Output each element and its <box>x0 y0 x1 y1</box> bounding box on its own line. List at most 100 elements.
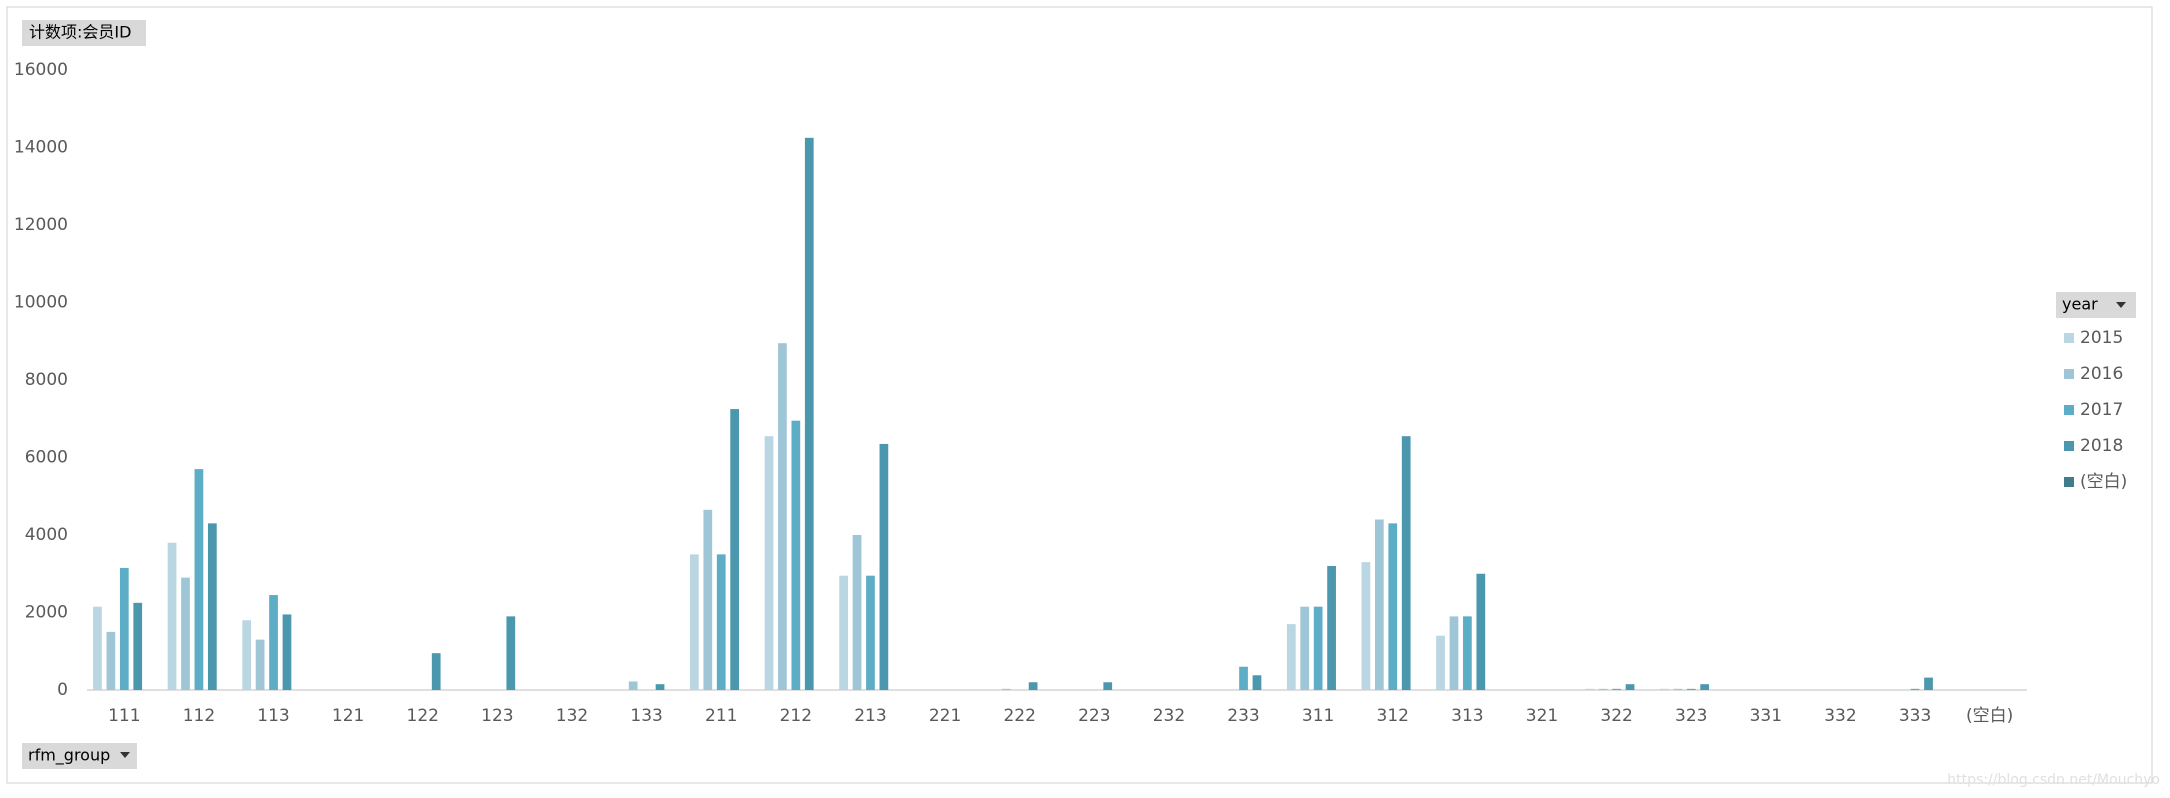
value-field-button[interactable]: 计数项:会员ID <box>22 20 146 46</box>
x-tick-label: 112 <box>183 706 215 726</box>
bar <box>1300 606 1310 690</box>
bar <box>716 554 726 690</box>
x-tick-label: 333 <box>1899 706 1931 726</box>
bar <box>1252 675 1262 690</box>
bar <box>866 575 875 690</box>
bar <box>1361 562 1371 690</box>
legend-field-button[interactable]: year <box>2056 292 2136 318</box>
y-tick-label: 14000 <box>14 138 68 158</box>
x-tick-label: 113 <box>257 706 289 726</box>
bar <box>1660 688 1669 690</box>
dropdown-arrow <box>120 752 130 758</box>
bar <box>839 575 848 690</box>
axis-field-button[interactable]: rfm_group <box>22 743 137 769</box>
x-tick-label: 323 <box>1675 706 1707 726</box>
axis-field-label: rfm_group <box>28 746 110 766</box>
bar <box>1700 684 1710 690</box>
x-tick-label: 213 <box>854 706 886 726</box>
bar <box>1327 566 1336 690</box>
y-tick-label: 10000 <box>14 293 68 313</box>
bar <box>1673 688 1683 690</box>
legend-field-label: year <box>2062 295 2098 314</box>
x-tick-label: 132 <box>556 706 588 726</box>
bar <box>804 137 814 690</box>
bar <box>1239 666 1248 690</box>
legend-swatch <box>2064 369 2074 379</box>
bar <box>1388 523 1398 690</box>
x-tick-label: 121 <box>332 706 364 726</box>
legend-label: (空白) <box>2080 472 2127 492</box>
x-tick-label: 313 <box>1451 706 1483 726</box>
legend-label: 2017 <box>2080 400 2123 420</box>
bar <box>106 631 116 690</box>
bar <box>93 606 102 690</box>
bar <box>852 535 862 690</box>
x-tick-label: 312 <box>1377 706 1409 726</box>
bar <box>506 616 516 690</box>
bar <box>1476 573 1486 690</box>
button-bg <box>22 743 137 769</box>
legend-swatch <box>2064 477 2074 487</box>
watermark: https://blog.csdn.net/Mouchyo <box>1947 772 2160 788</box>
bar <box>255 639 265 690</box>
bar <box>242 620 252 690</box>
legend-swatch <box>2064 441 2074 451</box>
bar <box>879 443 889 690</box>
x-tick-label: (空白) <box>1966 706 2013 726</box>
x-tick-label: 212 <box>780 706 812 726</box>
bar <box>167 542 177 690</box>
bar <box>1449 616 1459 690</box>
bar <box>1286 624 1296 690</box>
x-tick-label: 311 <box>1302 706 1334 726</box>
bar <box>119 567 129 690</box>
legend-swatch <box>2064 333 2074 343</box>
y-tick-label: 0 <box>57 680 68 700</box>
bar <box>1028 682 1038 690</box>
bar <box>703 509 713 690</box>
x-tick-label: 122 <box>407 706 439 726</box>
chart-frame <box>6 6 2153 784</box>
legend-label: 2015 <box>2080 328 2123 348</box>
bar <box>1001 688 1011 690</box>
bar <box>764 436 774 690</box>
dropdown-arrow <box>2116 302 2126 308</box>
bar <box>1103 682 1113 690</box>
x-tick-label: 233 <box>1227 706 1259 726</box>
bar <box>1401 436 1411 690</box>
y-tick-label: 2000 <box>25 603 68 623</box>
bar <box>1374 519 1384 690</box>
bar <box>1436 635 1445 690</box>
x-tick-label: 133 <box>630 706 662 726</box>
bar <box>690 554 699 690</box>
x-tick-label: 211 <box>705 706 737 726</box>
bar <box>269 595 278 690</box>
bar <box>1910 688 1920 690</box>
x-tick-label: 123 <box>481 706 513 726</box>
x-tick-label: 322 <box>1600 706 1632 726</box>
y-tick-label: 8000 <box>25 370 68 390</box>
y-tick-label: 16000 <box>14 60 68 80</box>
x-tick-label: 332 <box>1824 706 1856 726</box>
x-tick-label: 321 <box>1526 706 1558 726</box>
x-tick-label: 331 <box>1750 706 1782 726</box>
bar <box>1598 688 1608 690</box>
bar <box>194 469 204 690</box>
y-tick-label: 4000 <box>25 525 68 545</box>
bar <box>730 409 740 690</box>
x-tick-label: 232 <box>1153 706 1185 726</box>
bar <box>791 420 801 690</box>
x-tick-label: 221 <box>929 706 961 726</box>
bar <box>1625 684 1635 690</box>
x-tick-label: 111 <box>108 706 140 726</box>
bar <box>1585 688 1595 690</box>
bar <box>1313 606 1323 690</box>
legend-label: 2018 <box>2080 436 2123 456</box>
legend-label: 2016 <box>2080 364 2123 384</box>
bar <box>655 684 665 690</box>
bar <box>628 681 638 690</box>
x-tick-label: 223 <box>1078 706 1110 726</box>
legend-swatch <box>2064 405 2074 415</box>
bar <box>133 602 143 690</box>
bar <box>431 653 441 690</box>
